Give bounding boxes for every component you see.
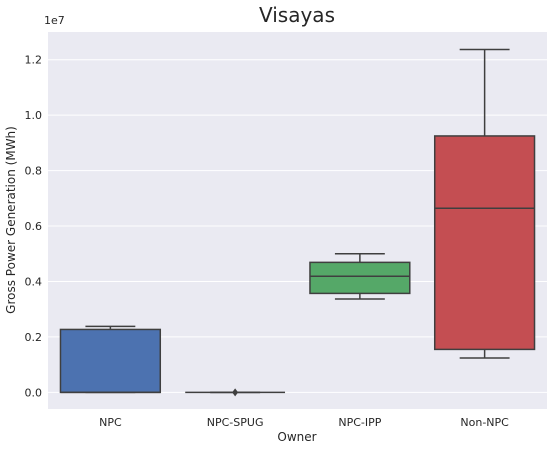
x-axis-label: Owner: [277, 430, 316, 444]
x-tick-label: NPC-SPUG: [207, 416, 264, 429]
x-tick-labels: NPC NPC-SPUG NPC-IPP Non-NPC: [99, 416, 509, 429]
chart-title: Visayas: [259, 3, 335, 27]
box-body: [433, 135, 536, 351]
x-tick-label: NPC: [99, 416, 122, 429]
boxes: [59, 48, 536, 397]
y-tick-label: 0.4: [25, 275, 43, 288]
y-tick-label: 0.0: [25, 386, 43, 399]
box-npc: [59, 325, 162, 394]
y-tick-label: 1.0: [25, 109, 43, 122]
y-axis-label: Gross Power Generation (MWh): [4, 126, 18, 314]
y-tick-label: 1.2: [25, 54, 43, 67]
box-non-npc: [433, 48, 536, 359]
box-npc-ipp: [309, 253, 411, 300]
box-npc-spug: [185, 388, 286, 397]
box-body: [59, 328, 162, 394]
y-offset-text: 1e7: [44, 14, 65, 27]
y-tick-labels: 0.0 0.2 0.4 0.6 0.8 1.0 1.2: [25, 54, 43, 400]
y-tick-label: 0.6: [25, 220, 43, 233]
y-tick-label: 0.2: [25, 331, 43, 344]
x-tick-label: Non-NPC: [460, 416, 509, 429]
x-tick-label: NPC-IPP: [338, 416, 381, 429]
box-body: [309, 261, 411, 295]
y-tick-label: 0.8: [25, 165, 43, 178]
outlier-point: [232, 388, 239, 397]
